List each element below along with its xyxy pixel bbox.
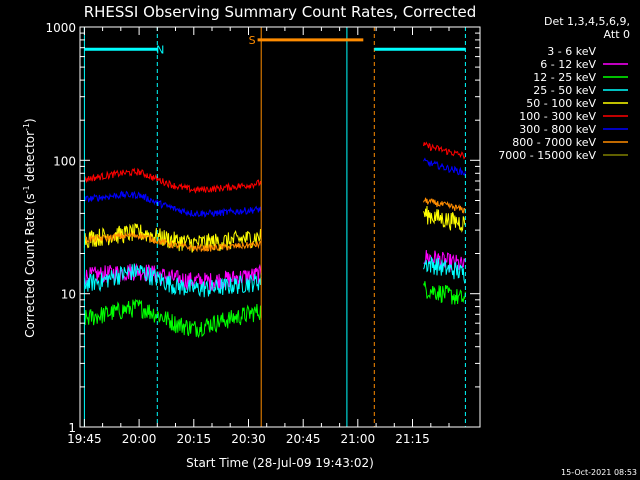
x-axis-label: Start Time (28-Jul-09 19:43:02)	[186, 456, 374, 470]
series-4-segment-2	[423, 256, 466, 284]
y-axis-label-end: )	[23, 118, 37, 123]
legend-label-1: 3 - 6 keV	[547, 45, 596, 58]
series-2-segment-1	[83, 262, 262, 291]
series-2-segment-2	[423, 249, 466, 272]
x-tick-label-5: 20:45	[286, 432, 321, 446]
y-axis-label-main: Corrected Count Rate (s	[23, 193, 37, 337]
series-7-segment-2	[423, 157, 466, 177]
x-tick-label-7: 21:15	[395, 432, 430, 446]
legend-header-line-1: Det 1,3,4,5,6,9,	[544, 15, 630, 28]
x-tick-label-6: 21:00	[341, 432, 376, 446]
legend-label-6: 100 - 300 keV	[519, 110, 596, 123]
series-6-segment-1	[83, 167, 262, 194]
y-axis-label-mid: detector	[23, 131, 37, 186]
marker-label-s: S	[249, 34, 256, 47]
marker-label-n: N	[156, 43, 164, 56]
series-7-segment-1	[84, 190, 262, 218]
series-8-segment-1	[83, 231, 262, 253]
legend-label-9: 7000 - 15000 keV	[498, 149, 596, 162]
legend-header-line-2: Att 0	[604, 28, 630, 41]
y-tick-label-2: 10	[61, 288, 76, 302]
x-tick-label-2: 20:00	[122, 432, 157, 446]
series-3-segment-2	[423, 281, 466, 305]
legend-label-5: 50 - 100 keV	[526, 97, 596, 110]
legend-label-4: 25 - 50 keV	[533, 84, 596, 97]
legend-label-7: 300 - 800 keV	[519, 123, 596, 136]
timestamp: 15-Oct-2021 08:53	[561, 468, 637, 477]
chart-title: RHESSI Observing Summary Count Rates, Co…	[84, 3, 477, 21]
plot-frame	[79, 26, 481, 428]
x-tick-label-4: 20:30	[231, 432, 266, 446]
series-4-segment-1	[83, 263, 262, 298]
y-axis-label: Corrected Count Rate (s-1 detector-1)	[22, 118, 37, 337]
series-5-segment-1	[83, 223, 262, 253]
y-axis-label-sup-1: -1	[22, 185, 31, 193]
series-5-segment-2	[423, 205, 466, 233]
y-tick-label-4: 1000	[45, 21, 76, 35]
series-6-segment-2	[423, 141, 466, 160]
series-1-segment-1	[83, 286, 262, 321]
x-tick-label-3: 20:15	[177, 432, 212, 446]
y-tick-label-3: 100	[53, 154, 76, 168]
legend-label-2: 6 - 12 keV	[540, 58, 596, 71]
legend-label-8: 800 - 7000 keV	[512, 136, 596, 149]
y-tick-label-1: 1	[68, 421, 76, 435]
y-axis-label-sup-2: -1	[22, 123, 31, 131]
legend-label-3: 12 - 25 keV	[533, 71, 596, 84]
series-8-segment-2	[423, 197, 466, 214]
x-tick-label-1: 19:45	[67, 432, 102, 446]
series-3-segment-1	[83, 298, 262, 339]
